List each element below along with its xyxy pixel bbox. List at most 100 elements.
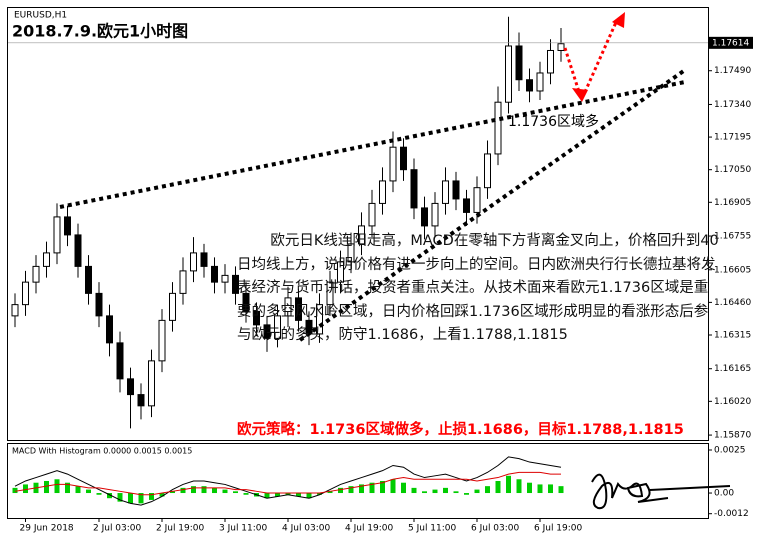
macd-bar [285,493,291,495]
macd-bar [296,493,301,497]
candle-body [347,243,355,263]
trend-line-lower [298,68,687,342]
macd-bar [443,487,448,494]
last-price-box [709,36,753,49]
macd-bar [149,493,154,500]
macd-bar [432,489,438,494]
y-tick-label: 0.00 [714,489,734,499]
y-tick-label: 1.17195 [714,133,751,143]
candle-body [263,324,271,339]
macd-bar [201,486,207,494]
candle-body [148,360,155,407]
y-tick-label: 1.16755 [714,232,751,242]
macd-bar [275,493,280,497]
candle-body [116,342,124,380]
candle-body [494,101,502,155]
x-tick-label: 2 Jul 19:00 [156,524,205,534]
macd-bar [390,479,396,494]
candle-body [179,270,187,294]
signature [591,473,731,510]
y-tick-label: 1.16165 [714,364,751,374]
last-price-label: 1.17614 [712,38,749,48]
macd-bar [212,487,217,494]
candle-body [368,202,376,227]
y-tick-label: 1.16905 [714,198,751,208]
macd-bar [527,482,532,494]
macd-bar [348,486,354,494]
x-tick-label: 6 Jul 19:00 [534,524,583,534]
arrow-head [612,12,625,28]
candle-body [211,265,218,283]
symbol: EURUSD,H1 [14,11,67,21]
macd-bar [537,484,543,494]
candle-body [473,187,481,213]
macd-bar [54,479,60,494]
candle-body [32,265,40,283]
macd-bar [506,475,511,494]
macd-bar [233,491,238,494]
macd-bar [243,493,249,495]
candle-body [242,292,250,312]
arrow-up [583,19,619,93]
macd-bar [464,493,469,495]
macd-bar [138,493,144,504]
y-tick-label: 1.16605 [714,265,751,275]
x-tick-label: 2 Jul 03:00 [93,524,142,534]
candle-body [295,297,302,321]
candle-body [431,202,439,227]
y-tick-label: 0.0025 [714,445,746,455]
x-tick-label: 4 Jul 19:00 [345,524,394,534]
x-tick-label: 5 Jul 11:00 [408,524,457,534]
candle-body [274,315,281,339]
y-tick-label: 1.15870 [714,431,751,441]
macd-bar [12,487,18,494]
macd-bar [75,486,81,494]
candle-body [358,225,365,245]
y-tick-label: -0.0012 [714,509,749,519]
macd-bar [264,493,270,499]
macd-panel [7,443,709,519]
macd-label: MACD With Histogram 0.0000 0.0015 0.0015 [12,447,192,456]
candle-body [64,216,71,236]
candle-body [200,252,208,267]
candle-body [410,169,418,209]
candle-body [316,304,323,335]
macd-bar [117,493,123,502]
candle-body [169,292,176,321]
candle-body [452,180,460,200]
macd-bar [96,493,102,495]
candle-body [557,43,565,51]
macd-bar [401,482,406,494]
candle-body [484,153,491,189]
candle-body [85,265,92,294]
macd-bar [359,484,364,494]
x-tick-label: 29 Jun 2018 [20,524,74,534]
candle-body [284,297,292,317]
macd-bar [159,493,165,497]
candle-body [442,180,449,204]
macd-bar [128,493,133,504]
candle-body [43,252,50,267]
y-tick-label: 1.16315 [714,330,751,340]
macd-bar [548,484,553,494]
candle-body [11,304,19,317]
macd-bar [474,489,480,494]
candle-body [526,79,533,92]
trend-line-upper [59,80,686,209]
macd-bar [422,491,427,494]
candle-body [74,234,82,267]
y-tick-label: 1.16460 [714,298,751,308]
candle-body [106,315,113,344]
candle-body [326,281,334,306]
candle-body [190,252,197,272]
marks: 1.17490 1.17340 1.17195 1.17050 1.16905 1.167… [8,16,753,534]
y-tick-label: 1.16020 [714,397,751,407]
macd-bar [107,493,112,499]
candle-body [379,180,386,204]
candle-body [253,310,260,326]
price-panel [7,7,709,441]
macd-bar [180,487,186,494]
candle-body [221,274,229,283]
arrow-down [563,47,582,96]
